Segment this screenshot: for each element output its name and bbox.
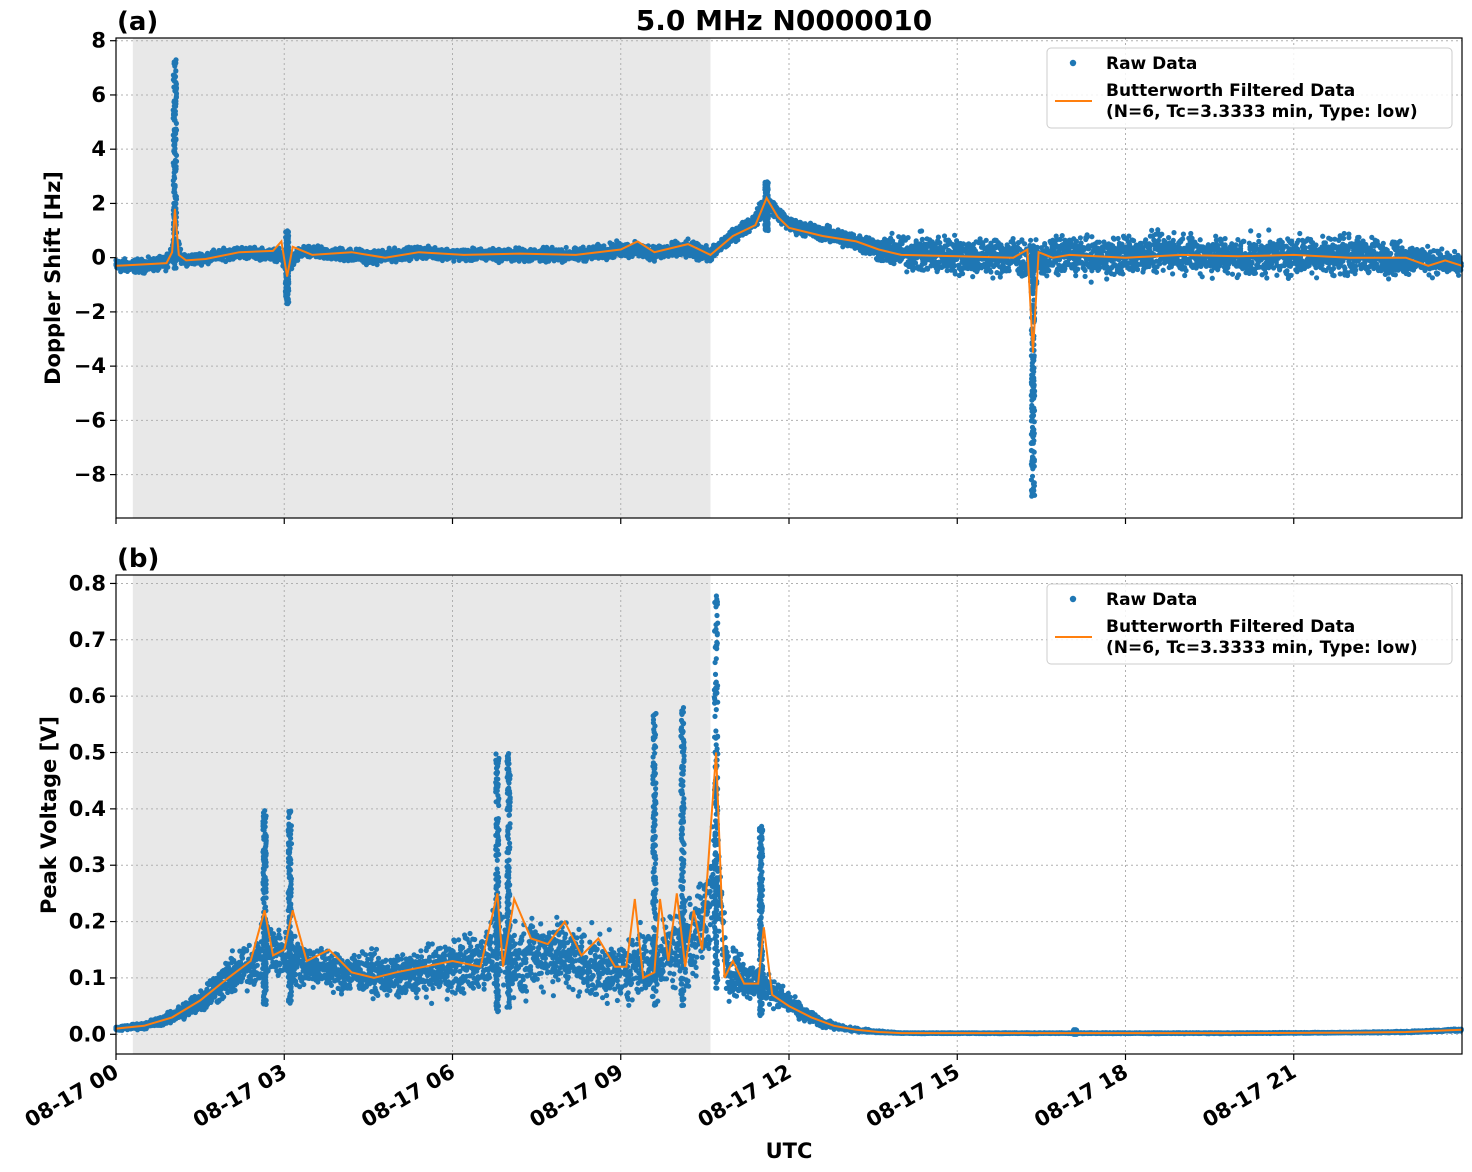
panel-b-y-ticks: 0.0 0.1 0.2 0.3 0.4 0.5 0.6 0.7 0.8 xyxy=(69,571,116,1046)
x-tick-label: 08-17 09 xyxy=(525,1060,627,1133)
x-tick-label: 08-17 06 xyxy=(357,1060,459,1133)
y-tick-label: 0.2 xyxy=(69,910,106,934)
panel-b-raw-series xyxy=(113,593,1464,1037)
x-tick-label: 08-17 15 xyxy=(862,1060,964,1133)
panel-b-legend-filtered-label-1: Butterworth Filtered Data xyxy=(1106,617,1355,637)
panel-b-legend-filtered-label-2: (N=6, Tc=3.3333 min, Type: low) xyxy=(1106,638,1418,658)
panel-b-ylabel: Peak Voltage [V] xyxy=(37,716,61,914)
panel-a: (a) 8 6 4 2 0 −2 −4 −6 −8 Doppler Shift [Hz] Raw… xyxy=(41,7,1464,524)
y-tick-label: −8 xyxy=(74,463,106,487)
panel-b: (b) 0.0 0.1 0.2 0.3 0.4 0.5 0.6 0.7 0.8 Peak Vol… xyxy=(37,544,1464,1060)
panel-a-night-shade xyxy=(132,38,711,518)
y-tick-label: 0.7 xyxy=(69,628,106,652)
panel-a-ylabel: Doppler Shift [Hz] xyxy=(41,171,65,385)
panel-a-legend-box xyxy=(1046,47,1453,129)
panel-a-legend-raw-label: Raw Data xyxy=(1106,54,1197,74)
y-tick-label: 0.5 xyxy=(69,741,106,765)
raw-data-points xyxy=(113,593,1464,1037)
panel-b-legend-raw-label: Raw Data xyxy=(1106,590,1197,610)
y-tick-label: 4 xyxy=(91,137,106,161)
panel-b-x-ticks xyxy=(115,1054,1295,1060)
y-tick-label: 0 xyxy=(91,246,106,270)
y-tick-label: 2 xyxy=(91,191,106,215)
panel-a-y-ticks: 8 6 4 2 0 −2 −4 −6 −8 xyxy=(74,29,116,487)
x-tick-label: 08-17 00 xyxy=(21,1060,123,1133)
y-tick-label: 0.4 xyxy=(69,797,106,821)
panel-b-legend-raw-marker xyxy=(1069,595,1077,603)
panel-b-label: (b) xyxy=(117,544,159,574)
x-tick-label: 08-17 21 xyxy=(1198,1060,1300,1133)
y-tick-label: 8 xyxy=(91,29,106,53)
y-tick-label: −4 xyxy=(74,354,106,378)
x-axis-label: UTC xyxy=(766,1139,813,1163)
y-tick-label: 0.0 xyxy=(69,1022,106,1046)
x-tick-label: 08-17 03 xyxy=(189,1060,291,1133)
y-tick-label: 0.1 xyxy=(69,966,106,990)
panel-a-legend-raw-marker xyxy=(1069,59,1077,67)
panel-b-filtered-line xyxy=(115,752,1463,1035)
panel-a-filtered-line xyxy=(115,195,1463,353)
x-tick-label: 08-17 12 xyxy=(694,1060,796,1133)
y-tick-label: 6 xyxy=(91,83,106,107)
panel-a-legend: Raw Data Butterworth Filtered Data (N=6,… xyxy=(1046,47,1453,129)
y-tick-label: −2 xyxy=(74,300,106,324)
panel-a-legend-filtered-label-2: (N=6, Tc=3.3333 min, Type: low) xyxy=(1106,102,1418,122)
y-tick-label: 0.8 xyxy=(69,571,106,595)
x-axis-tick-labels: 08-17 00 08-17 03 08-17 06 08-17 09 08-17 12… xyxy=(21,1060,1301,1133)
panel-a-x-ticks xyxy=(115,518,1295,524)
panel-b-legend-box xyxy=(1046,583,1453,665)
y-tick-label: −6 xyxy=(74,408,106,432)
y-tick-label: 0.6 xyxy=(69,684,106,708)
figure-title: 5.0 MHz N0000010 xyxy=(636,4,933,37)
y-tick-label: 0.3 xyxy=(69,853,106,877)
panel-a-label: (a) xyxy=(117,7,158,37)
panel-a-legend-filtered-label-1: Butterworth Filtered Data xyxy=(1106,81,1355,101)
x-tick-label: 08-17 18 xyxy=(1030,1060,1132,1133)
panel-b-legend: Raw Data Butterworth Filtered Data (N=6,… xyxy=(1046,583,1453,665)
